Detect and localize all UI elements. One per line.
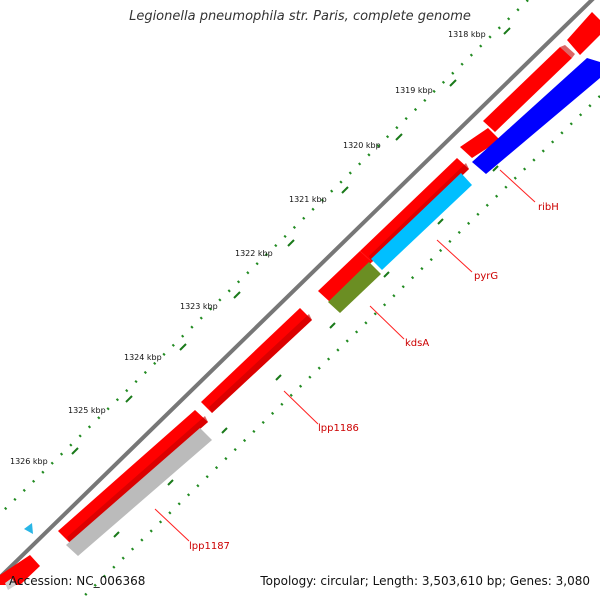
tick-label-1324: 1324 kbp <box>124 353 162 362</box>
gene-label-pyrG: pyrG <box>474 271 498 282</box>
tick-label-1318: 1318 kbp <box>448 30 486 39</box>
genome-summary-text: Topology: circular; Length: 3,503,610 bp… <box>260 574 590 588</box>
gene-fragment-cyan <box>24 523 33 534</box>
forward-gene <box>58 410 208 543</box>
forward-gene <box>201 308 312 413</box>
tick-label-1325: 1325 kbp <box>68 406 106 415</box>
gene-label-kdsA: kdsA <box>405 338 429 349</box>
tick-marks <box>72 28 510 454</box>
inner-dotted-ring <box>80 96 600 600</box>
tick-label-1326: 1326 kbp <box>10 457 48 466</box>
tick-label-1321: 1321 kbp <box>289 195 327 204</box>
accession-text: Accession: NC_006368 <box>9 574 145 588</box>
gene-pyrG <box>371 173 472 270</box>
genome-backbone <box>0 0 600 585</box>
label-connectors <box>155 170 535 541</box>
tick-label-1319: 1319 kbp <box>395 86 433 95</box>
map-title: Legionella pneumophila str. Paris, compl… <box>0 9 600 24</box>
forward-strand-genes <box>0 12 600 585</box>
tick-label-1320: 1320 kbp <box>343 141 381 150</box>
gene-label-ribH: ribH <box>538 202 559 213</box>
tick-label-1323: 1323 kbp <box>180 302 218 311</box>
gene-label-lpp1187: lpp1187 <box>189 541 230 552</box>
gene-label-lpp1186: lpp1186 <box>318 423 359 434</box>
tick-label-1322: 1322 kbp <box>235 249 273 258</box>
inner-tick-marks <box>114 166 498 537</box>
